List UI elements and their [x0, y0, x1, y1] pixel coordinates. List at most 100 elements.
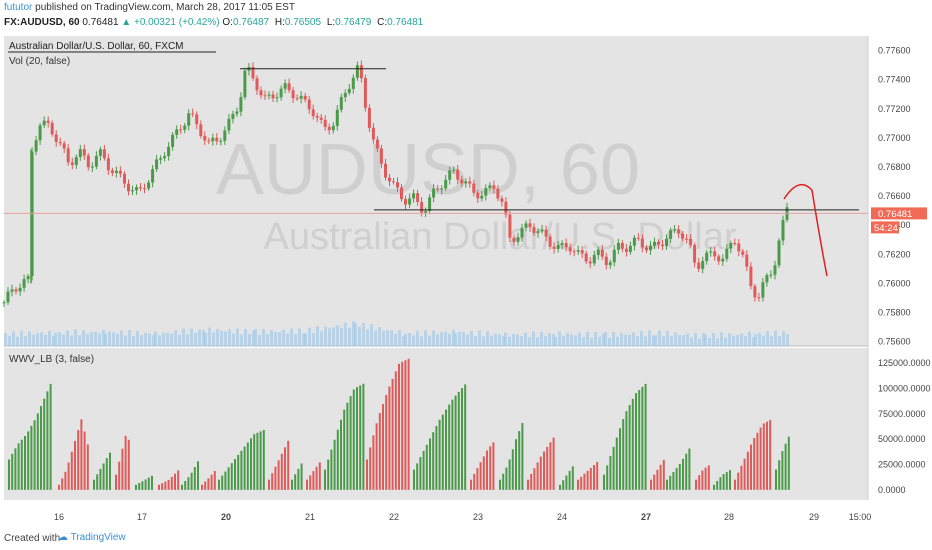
- price-tick-0: 0.77600: [878, 46, 911, 56]
- volume-bar: [362, 323, 365, 346]
- wwv-bar: [218, 479, 220, 490]
- forecast-arc[interactable]: [783, 183, 828, 277]
- watermark-name: Australian Dollar/U.S. Dollar: [263, 216, 736, 258]
- wwv-bar: [184, 481, 187, 490]
- volume-bar: [278, 332, 281, 346]
- wwv-bar: [8, 459, 10, 490]
- candle-body: [18, 287, 22, 292]
- wwv-bar: [24, 436, 26, 490]
- wwv-bar: [638, 390, 641, 490]
- wwv-tick-4: 25000.0000: [878, 460, 926, 470]
- wwv-bar: [99, 468, 102, 490]
- candle-body: [199, 124, 203, 136]
- candle-body: [500, 198, 504, 202]
- candle-body: [532, 227, 536, 233]
- candle-body: [681, 233, 685, 239]
- candle-body: [416, 193, 420, 202]
- volume-bar: [548, 333, 551, 346]
- candle-body: [540, 229, 544, 232]
- candle-body: [424, 211, 428, 213]
- candle-body: [143, 188, 146, 190]
- chart-svg[interactable]: AUDUSD, 60 Australian Dollar/U.S. Dollar…: [0, 34, 932, 530]
- high-label: H:: [274, 17, 285, 28]
- volume-bar: [320, 331, 323, 346]
- volume-bar: [554, 336, 557, 346]
- candle-body: [604, 256, 608, 265]
- volume-bar: [570, 334, 573, 346]
- wwv-bar: [49, 383, 52, 490]
- volume-bar: [720, 332, 723, 346]
- candle-body: [612, 249, 616, 263]
- candle-body: [717, 256, 721, 262]
- wwv-bar: [181, 484, 183, 490]
- time-axis[interactable]: [0, 500, 932, 530]
- wwv-bar: [297, 468, 300, 490]
- wwv-bar: [213, 471, 216, 490]
- wwv-bar: [177, 470, 180, 490]
- price-pane[interactable]: [4, 36, 868, 346]
- price-tick-8: 0.76000: [878, 278, 911, 288]
- wwv-bar: [210, 474, 213, 490]
- candle-body: [645, 247, 648, 251]
- volume-bar: [562, 336, 565, 346]
- volume-bar: [116, 333, 119, 346]
- wwv-bar: [482, 456, 485, 490]
- wwv-bar: [109, 452, 111, 490]
- volume-bar: [394, 333, 397, 346]
- candle-body: [649, 245, 652, 251]
- chart-area[interactable]: AUDUSD, 60 Australian Dollar/U.S. Dollar…: [0, 34, 932, 530]
- wwv-bar: [115, 474, 117, 490]
- volume-bar: [478, 330, 481, 346]
- wwv-bar: [701, 470, 704, 490]
- wwv-bar: [583, 473, 586, 490]
- volume-bar: [490, 335, 493, 346]
- price-axis[interactable]: [868, 36, 932, 500]
- volume-bar: [412, 335, 415, 346]
- volume-bar: [402, 336, 405, 346]
- candle-body: [709, 251, 713, 253]
- wwv-bar: [135, 484, 137, 490]
- wwv-indicator-label[interactable]: WWV_LB (3, false): [9, 354, 94, 365]
- volume-bar: [574, 335, 577, 346]
- candle-body: [167, 146, 171, 157]
- horizontal-lines[interactable]: [240, 68, 859, 211]
- volume-bar: [708, 337, 711, 346]
- volume-bar: [786, 334, 789, 346]
- candle-body: [484, 188, 488, 196]
- candle-body: [279, 88, 283, 98]
- wwv-bar: [422, 450, 425, 490]
- volume-bar: [32, 334, 35, 346]
- wwv-bar: [167, 479, 170, 490]
- volume-bar: [716, 338, 719, 346]
- volume-bar: [686, 333, 689, 346]
- candle-body: [54, 134, 58, 142]
- wwv-bar: [596, 462, 599, 490]
- volume-bar: [770, 336, 773, 346]
- candle-body: [86, 155, 90, 168]
- tradingview-logo[interactable]: ☁ TradingView: [58, 532, 126, 543]
- volume-bar: [612, 331, 615, 346]
- wwv-bar: [391, 378, 394, 490]
- author-link[interactable]: fututor: [4, 2, 33, 13]
- wwv-bar: [268, 479, 270, 490]
- wwv-bar: [327, 459, 330, 490]
- candle-body: [584, 253, 588, 262]
- candle-body: [516, 237, 520, 242]
- wwv-bar: [336, 429, 339, 490]
- ohlc-readout: FX:AUDUSD, 60 0.76481 ▲ +0.00321 (+0.42%…: [4, 17, 426, 28]
- candle-body: [524, 223, 528, 228]
- wwv-bar: [753, 438, 756, 490]
- volume-indicator-label[interactable]: Vol (20, false): [9, 56, 70, 67]
- volume-bar: [66, 330, 69, 346]
- volume-bar: [420, 336, 423, 346]
- volume-bar: [352, 321, 355, 346]
- candle-body: [299, 95, 303, 99]
- wwv-bar: [580, 476, 583, 490]
- wwv-bar: [464, 384, 467, 490]
- wwv-bar: [489, 446, 492, 490]
- volume-bar: [628, 334, 631, 346]
- wwv-bar: [543, 451, 545, 490]
- footer: Created with ☁ TradingView: [0, 530, 932, 550]
- wwv-bar: [158, 484, 160, 490]
- wwv-bar: [695, 479, 697, 490]
